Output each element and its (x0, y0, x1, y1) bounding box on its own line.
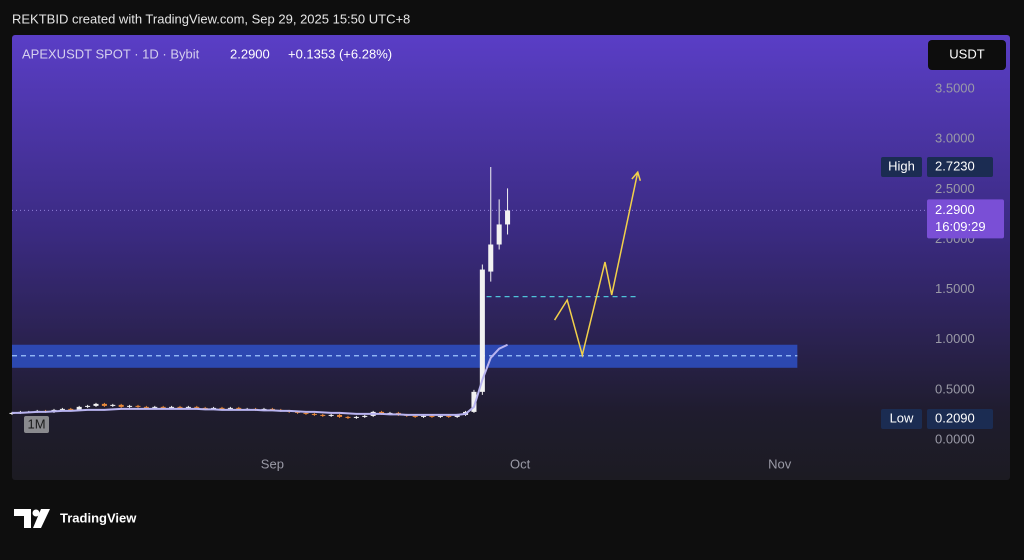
countdown: 16:09:29 (935, 219, 986, 234)
candle-body (446, 415, 452, 417)
candle-body (496, 224, 502, 245)
candle-body (101, 403, 107, 406)
candle-body (160, 406, 166, 408)
projection-arrowhead (631, 170, 642, 181)
candle-body (236, 407, 242, 409)
candle-body (76, 406, 82, 410)
candle-body (143, 406, 149, 408)
candle-body (362, 415, 368, 417)
candle-body (353, 416, 359, 418)
price-badge-name-box (881, 409, 922, 430)
legend-price: 2.2900 (230, 46, 270, 61)
candle-body (169, 406, 175, 408)
candle-body (118, 404, 124, 407)
interval-label: 1M (27, 416, 45, 431)
last-price-label: 2.2900 (935, 202, 975, 217)
candle-body (194, 406, 200, 408)
last-price-badge (927, 199, 1004, 239)
candle-body (454, 414, 460, 417)
credit: REKTBID created with TradingView.com, Se… (12, 11, 410, 26)
candle-body (379, 411, 385, 414)
candle-body (345, 416, 351, 418)
candle-body (219, 407, 225, 409)
candle-body (328, 414, 334, 416)
candle-body (110, 404, 116, 406)
candle-body (295, 411, 301, 413)
candle-body (177, 406, 183, 408)
y-tick-label: 0.0000 (935, 431, 975, 446)
footer-logo: TradingView (60, 510, 137, 525)
candle-body (211, 407, 217, 409)
y-tick-label: 1.0000 (935, 331, 975, 346)
moving-average (12, 343, 508, 416)
candle-body (68, 408, 74, 410)
candle-body (202, 407, 208, 409)
price-badge-name: High (888, 158, 915, 173)
projection-path (553, 171, 639, 359)
candle-body (135, 405, 141, 407)
candle-body (85, 405, 91, 407)
y-tick-label: 1.5000 (935, 281, 975, 296)
price-badge-value: 0.2090 (935, 410, 975, 425)
candle-body (93, 403, 99, 406)
candle-body (437, 415, 443, 417)
plot: 0.00000.50001.00001.50002.00002.50003.00… (9, 81, 1004, 471)
candle-body (303, 412, 309, 414)
price-badge-name: Low (890, 410, 914, 425)
x-tick-label: Nov (768, 456, 792, 471)
candle-body (488, 244, 494, 272)
chart-panel (12, 35, 1010, 480)
candle-body (59, 408, 65, 410)
tv-logo-icon (14, 509, 50, 528)
currency-button[interactable] (928, 40, 1006, 70)
price-badge-value-box (927, 409, 993, 430)
candle-body (127, 405, 133, 407)
interval-badge (24, 416, 49, 433)
zone (12, 344, 798, 368)
candle-body (320, 414, 326, 416)
candle-body (505, 210, 511, 225)
candle-body (269, 408, 275, 410)
candle-body (421, 415, 427, 417)
candle-body (227, 407, 233, 409)
legend-change: +0.1353 (+6.28%) (288, 46, 392, 61)
candle-body (261, 408, 267, 410)
candle-body (387, 412, 393, 414)
candle-body (471, 391, 477, 412)
price-badge-value: 2.7230 (935, 158, 975, 173)
y-tick-label: 2.5000 (935, 181, 975, 196)
x-tick-label: Oct (510, 456, 531, 471)
candle-body (412, 415, 418, 417)
candle-body (152, 406, 158, 408)
candle-body (185, 406, 191, 408)
candle-body (429, 415, 435, 417)
price-badge-value-box (927, 157, 993, 178)
y-tick-label: 0.5000 (935, 381, 975, 396)
price-badge-name-box (881, 157, 922, 178)
y-tick-label: 3.5000 (935, 81, 975, 96)
x-tick-label: Sep (261, 456, 284, 471)
candle-body (337, 414, 343, 417)
symbol: APEXUSDT SPOT · 1D · Bybit (22, 46, 200, 61)
currency-label[interactable]: USDT (949, 46, 984, 61)
y-tick-label: 3.0000 (935, 131, 975, 146)
candle-body (311, 413, 317, 415)
candle-body (479, 269, 485, 392)
